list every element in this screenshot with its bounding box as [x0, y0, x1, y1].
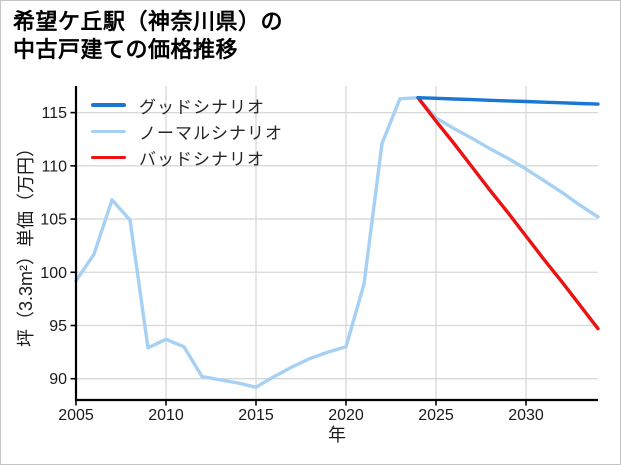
line-bad-scenario: [416, 95, 600, 331]
y-tick-label: 110: [41, 158, 67, 175]
chart-legend: グッドシナリオ ノーマルシナリオ バッドシナリオ: [91, 92, 283, 171]
legend-label: グッドシナリオ: [139, 97, 265, 117]
x-tick-label: 2005: [58, 407, 94, 424]
y-tick-label: 115: [41, 105, 67, 122]
x-axis-title: 年: [328, 425, 346, 445]
legend-line-swatch: [91, 155, 126, 160]
line-good-scenario: [416, 95, 600, 106]
x-tick-label: 2010: [148, 407, 184, 424]
chart-title-line1: 希望ケ丘駅（神奈川県）の: [13, 9, 284, 34]
legend-line-swatch: [91, 103, 126, 107]
chart-title-line2: 中古戸建ての価格推移: [13, 36, 239, 62]
y-tick-label: 105: [40, 212, 67, 229]
chart-title: 希望ケ丘駅（神奈川県）の 中古戸建ての価格推移: [13, 8, 283, 63]
x-tick-label: 2020: [328, 407, 364, 424]
legend-item-bad-scenario: バッドシナリオ: [91, 145, 283, 171]
x-tick-label: 2015: [238, 407, 274, 424]
y-axis-title: 坪（3.3m²）単価（万円）: [16, 139, 36, 348]
x-tick-label: 2030: [508, 407, 544, 424]
y-tick-label: 90: [49, 371, 67, 388]
legend-item-normal-scenario: ノーマルシナリオ: [91, 118, 283, 144]
legend-line-swatch: [91, 129, 126, 134]
legend-label: バッドシナリオ: [139, 150, 265, 170]
x-tick-label: 2025: [418, 407, 454, 424]
y-tick-label: 100: [40, 265, 67, 282]
legend-label: ノーマルシナリオ: [139, 123, 283, 143]
y-tick-label: 95: [49, 318, 67, 335]
legend-item-good-scenario: グッドシナリオ: [91, 92, 283, 118]
line-normal-scenario: [74, 95, 600, 389]
